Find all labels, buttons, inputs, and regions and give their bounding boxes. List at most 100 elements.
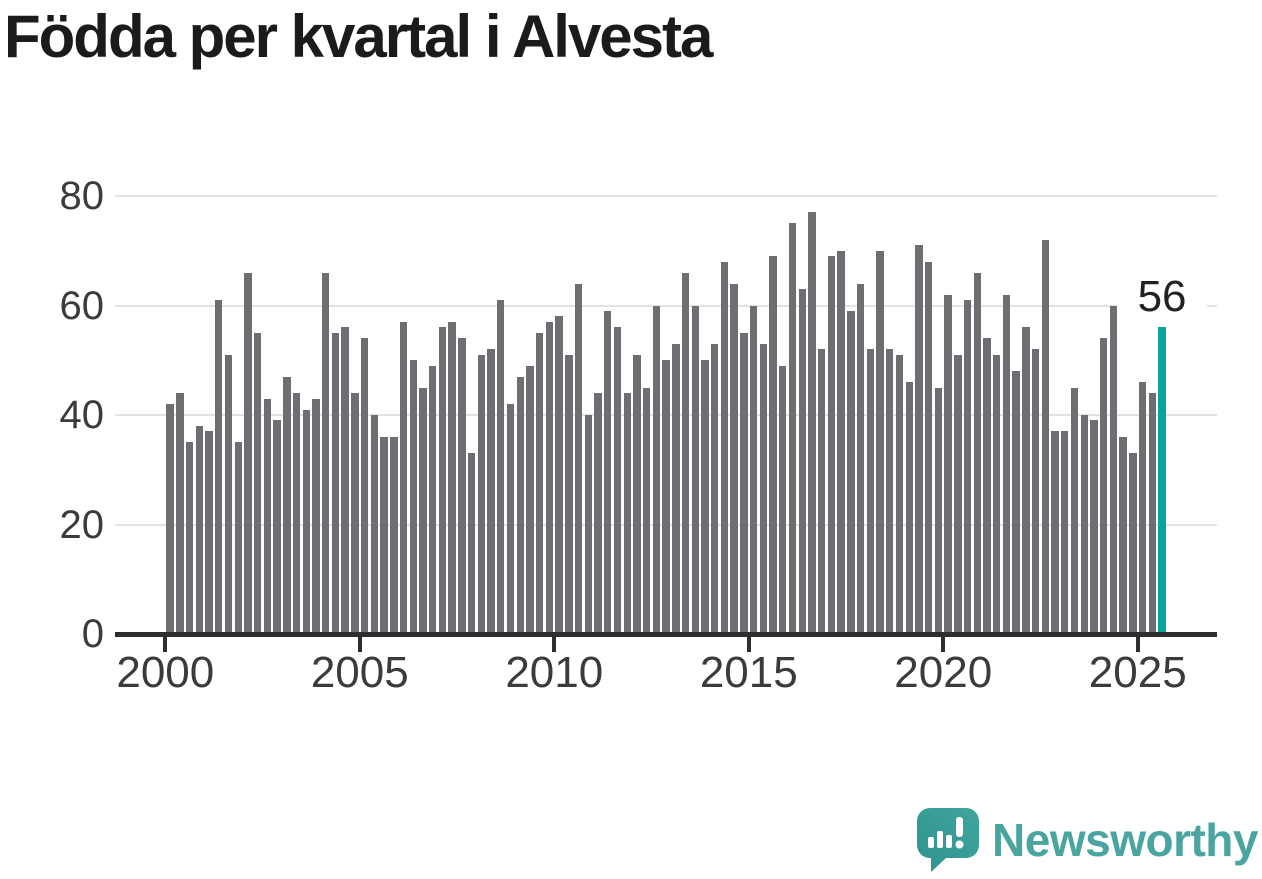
bar-2012q4 bbox=[662, 360, 670, 634]
bar-2012q2 bbox=[642, 387, 651, 634]
bar-2006q2 bbox=[409, 360, 417, 634]
bar-2007q1 bbox=[438, 327, 447, 634]
x-axis-tick-2005 bbox=[357, 636, 362, 652]
bar-2011q4 bbox=[623, 393, 631, 634]
bar-2024q1 bbox=[1100, 338, 1108, 634]
newsworthy-logo: Newsworthy bbox=[916, 807, 1258, 873]
bar-2024q3 bbox=[1119, 436, 1127, 634]
x-tick-label-2010: 2010 bbox=[505, 648, 604, 697]
bar-2008q4 bbox=[506, 404, 515, 634]
bar-2011q2 bbox=[604, 310, 612, 634]
bar-2002q2 bbox=[253, 332, 262, 634]
bar-2010q2 bbox=[565, 354, 573, 634]
bar-2008q2 bbox=[487, 349, 495, 634]
x-axis-tick-2015 bbox=[746, 636, 751, 652]
chart-title: Födda per kvartal i Alvesta bbox=[4, 3, 713, 70]
bar-2003q2 bbox=[292, 393, 301, 634]
bar-2010q1 bbox=[555, 316, 563, 634]
bar-2020q4 bbox=[973, 272, 981, 634]
bar-2009q2 bbox=[526, 365, 534, 634]
bar-2002q1 bbox=[244, 272, 252, 634]
x-axis-tick-2020 bbox=[941, 636, 946, 652]
bar-2006q1 bbox=[399, 321, 408, 634]
bar-2007q4 bbox=[467, 453, 476, 634]
bar-2023q4 bbox=[1090, 420, 1098, 634]
y-tick-label: 40 bbox=[59, 393, 105, 437]
bar-2020q2 bbox=[954, 354, 962, 634]
gridline bbox=[115, 195, 1217, 197]
bar-2013q1 bbox=[672, 343, 680, 634]
y-tick-label: 80 bbox=[59, 174, 105, 218]
bar-2022q4 bbox=[1051, 431, 1059, 634]
bar-2003q4 bbox=[312, 398, 320, 634]
bar-2006q3 bbox=[419, 387, 427, 634]
bar-2022q1 bbox=[1022, 327, 1030, 634]
gridline bbox=[115, 304, 1217, 307]
bar-2000q4 bbox=[195, 425, 203, 634]
y-tick-label: 20 bbox=[59, 502, 105, 547]
bar-2025q1 bbox=[1138, 382, 1147, 634]
bar-2008q1 bbox=[477, 354, 486, 634]
bar-2016q4 bbox=[817, 349, 826, 634]
x-tick-label-2020: 2020 bbox=[894, 648, 993, 697]
x-axis-tick-2010 bbox=[552, 636, 557, 652]
bar-2012q3 bbox=[652, 305, 661, 634]
bar-2001q3 bbox=[224, 354, 233, 634]
x-axis-tick-2025 bbox=[1135, 636, 1140, 652]
bar-2001q1 bbox=[205, 431, 213, 634]
bar-2022q3 bbox=[1041, 239, 1050, 634]
bar-2003q1 bbox=[283, 376, 291, 634]
bar-2004q2 bbox=[331, 332, 340, 634]
bar-2005q4 bbox=[390, 436, 398, 634]
bar-2019q2 bbox=[915, 245, 923, 634]
bar-2015q3 bbox=[769, 256, 777, 634]
bar-2001q2 bbox=[215, 300, 223, 634]
bar-2019q1 bbox=[905, 382, 913, 634]
bar-2011q3 bbox=[613, 327, 622, 634]
bar-2005q3 bbox=[380, 436, 388, 634]
bar-2020q3 bbox=[963, 300, 972, 634]
bar-2004q3 bbox=[341, 327, 349, 634]
bar-2000q1 bbox=[166, 404, 174, 634]
bar-2009q3 bbox=[535, 332, 544, 634]
bar-2022q2 bbox=[1031, 349, 1040, 634]
bar-2016q3 bbox=[808, 212, 816, 634]
bar-2009q1 bbox=[516, 376, 524, 634]
bar-2004q1 bbox=[322, 272, 330, 634]
bar-2017q1 bbox=[827, 256, 836, 634]
bar-2015q2 bbox=[759, 343, 768, 634]
bar-2024q2 bbox=[1109, 305, 1118, 634]
bar-2005q2 bbox=[370, 415, 379, 634]
bar-2007q2 bbox=[448, 321, 456, 634]
y-tick-label: 60 bbox=[59, 283, 105, 328]
bar-2019q3 bbox=[924, 261, 933, 634]
highlighted-bar-2025q3 bbox=[1158, 327, 1166, 634]
bar-2007q3 bbox=[458, 338, 466, 634]
bar-2021q2 bbox=[993, 354, 1001, 634]
bar-2014q2 bbox=[720, 261, 729, 634]
newsworthy-wordmark: Newsworthy bbox=[992, 814, 1258, 866]
bar-2014q3 bbox=[730, 283, 738, 634]
bar-2011q1 bbox=[594, 393, 602, 634]
bar-2006q4 bbox=[429, 365, 437, 634]
bar-2010q3 bbox=[574, 283, 583, 634]
y-tick-label: 0 bbox=[81, 612, 104, 656]
bar-2021q4 bbox=[1012, 371, 1020, 634]
bar-2010q4 bbox=[584, 415, 592, 634]
newsworthy-speech-bubble-chart-icon bbox=[916, 807, 980, 873]
bar-2017q3 bbox=[847, 310, 855, 634]
bar-2020q1 bbox=[944, 294, 952, 634]
bar-2004q4 bbox=[351, 393, 359, 634]
bar-2015q1 bbox=[749, 305, 758, 634]
bar-2013q2 bbox=[681, 272, 690, 634]
bar-2000q3 bbox=[185, 442, 194, 634]
bar-2021q1 bbox=[983, 338, 991, 634]
bar-2013q3 bbox=[691, 305, 699, 634]
bar-2002q4 bbox=[273, 420, 281, 634]
x-tick-label-2025: 2025 bbox=[1088, 648, 1187, 697]
x-axis-tick-2000 bbox=[163, 636, 168, 652]
bar-2015q4 bbox=[779, 365, 787, 634]
bar-2024q4 bbox=[1129, 453, 1137, 634]
